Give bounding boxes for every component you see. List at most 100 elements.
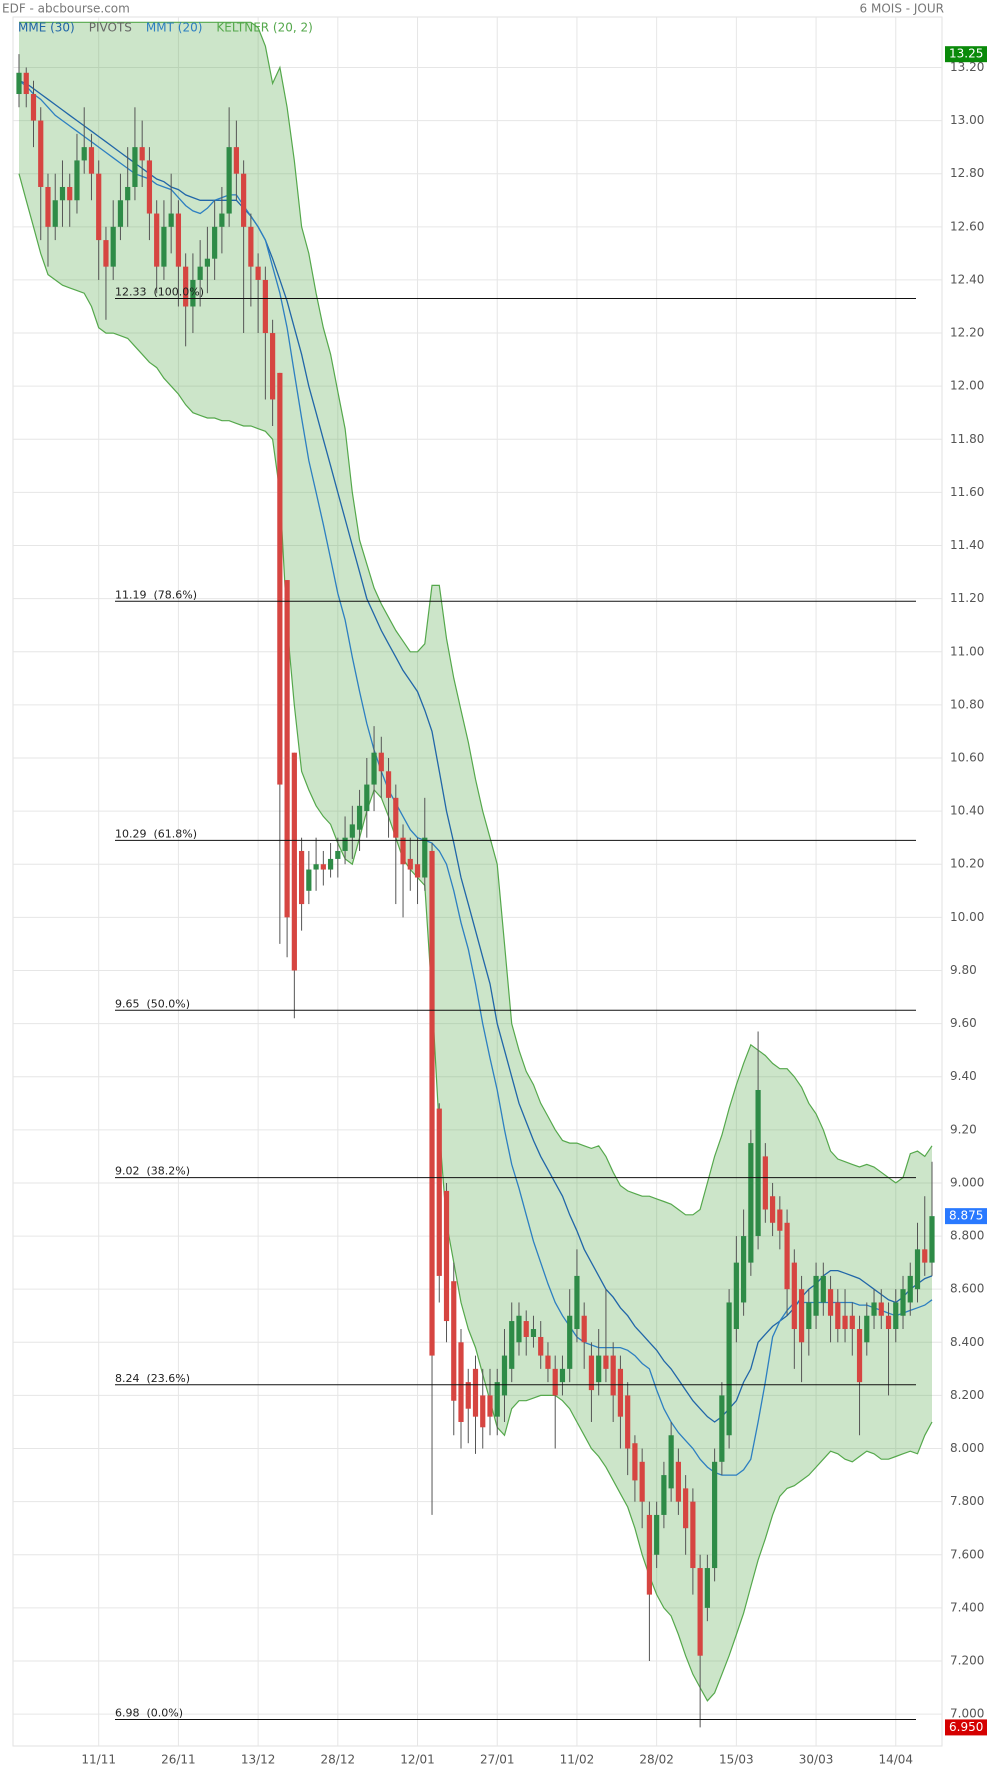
candle-body: [161, 226, 167, 267]
candle-body: [922, 1249, 928, 1263]
candle-body: [798, 1289, 805, 1343]
candle-body: [371, 752, 377, 785]
candle-body: [530, 1329, 537, 1337]
candle-body: [226, 147, 232, 214]
candle-body: [552, 1368, 558, 1396]
candle-body: [422, 837, 428, 878]
candle-body: [59, 186, 66, 201]
candle-body: [501, 1355, 508, 1396]
candle-body: [748, 1143, 754, 1263]
y-tick-label: 8.600: [950, 1282, 984, 1296]
keltner-lower: [18, 173, 933, 1702]
candle-body: [393, 797, 399, 838]
candle-body: [668, 1435, 674, 1489]
y-tick-label: 11.20: [950, 591, 984, 605]
candle-body: [146, 160, 153, 214]
candle-body: [458, 1342, 464, 1422]
candle-body: [270, 333, 276, 400]
y-tick-label: 9.80: [950, 963, 977, 977]
level-label: 11.19 (78.6%): [115, 588, 197, 601]
candle-body: [610, 1355, 616, 1396]
y-tick-label: 12.80: [950, 166, 984, 180]
candle-body: [16, 72, 22, 95]
x-tick-label: 27/01: [480, 1753, 515, 1767]
x-tick-label: 28/02: [639, 1753, 674, 1767]
keltner-upper: [19, 21, 933, 1216]
y-tick-label: 11.80: [950, 432, 984, 446]
y-tick-label: 13.00: [950, 113, 984, 127]
candle-body: [45, 186, 51, 227]
candle-body: [183, 266, 189, 307]
candle-body: [813, 1275, 819, 1316]
plot-area: [12, 16, 943, 1747]
y-tick-label: 7.200: [950, 1654, 984, 1668]
candle-body: [856, 1329, 863, 1383]
candle-body: [567, 1315, 573, 1369]
candle-body: [175, 213, 182, 267]
candle-body: [291, 752, 297, 971]
y-tick-label: 13.20: [950, 60, 984, 74]
period-label: 6 MOIS - JOUR: [860, 2, 944, 16]
candle-body: [820, 1275, 826, 1303]
candle-body: [277, 372, 283, 785]
y-tick-label: 10.80: [950, 697, 984, 711]
candle-body: [96, 173, 102, 241]
y-tick-label: 10.40: [950, 804, 984, 818]
y-tick-label: 7.400: [950, 1600, 984, 1614]
candle-body: [791, 1262, 797, 1330]
candle-body: [385, 771, 392, 798]
legend-entry: MMT (20): [146, 21, 202, 35]
y-tick-label: 12.60: [950, 219, 984, 233]
y-axis: 7.000 7.200 7.400 7.600 7.800 8.000 8.200 8.400…: [81, 46, 987, 1767]
candle-body: [675, 1461, 681, 1502]
candle-body: [588, 1355, 595, 1391]
candle-body: [617, 1368, 624, 1417]
candle-body: [690, 1501, 696, 1569]
candle-body: [827, 1289, 834, 1316]
candle-body: [356, 805, 363, 830]
candle-body: [900, 1289, 906, 1316]
y-tick-label: 10.60: [950, 751, 984, 765]
x-tick-label: 11/02: [560, 1753, 595, 1767]
candle-body: [451, 1281, 457, 1401]
price-tag-label: 8.875: [949, 1209, 983, 1223]
candle-body: [835, 1302, 841, 1330]
legend-entry: PIVOTS: [89, 21, 132, 35]
candle-body: [487, 1395, 493, 1417]
candle-body: [581, 1315, 587, 1343]
candle-body: [407, 858, 413, 870]
x-tick-label: 13/12: [241, 1753, 276, 1767]
candle-body: [154, 213, 160, 267]
legend: MME (30) PIVOTS MMT (20) KELTNER (20, 2): [18, 21, 313, 35]
candle-body: [712, 1461, 718, 1569]
candle-body: [88, 147, 95, 174]
candle-body: [719, 1395, 725, 1462]
level-label: 9.02 (38.2%): [115, 1165, 190, 1178]
y-tick-label: 9.60: [950, 1016, 977, 1030]
price-tag: [945, 1208, 987, 1225]
candle-body: [241, 173, 247, 227]
candle-body: [313, 864, 319, 870]
legend-entry: KELTNER (20, 2): [216, 21, 312, 35]
y-tick-label: 8.800: [950, 1229, 984, 1243]
y-tick-label: 11.00: [950, 644, 984, 658]
candle-body: [849, 1315, 855, 1330]
candle-body: [806, 1302, 812, 1330]
candle-body: [516, 1315, 522, 1343]
candle-body: [632, 1443, 638, 1481]
candle-body: [733, 1262, 739, 1330]
candle-body: [204, 258, 210, 267]
candle-body: [929, 1216, 935, 1263]
candle-body: [342, 837, 348, 851]
candle-body: [538, 1336, 544, 1356]
candle-body: [704, 1568, 710, 1608]
candle-body: [327, 858, 334, 870]
candle-body: [762, 1156, 768, 1210]
candle-body: [103, 240, 109, 267]
candle-body: [298, 850, 305, 905]
candle-body: [523, 1321, 529, 1337]
candle-body: [320, 864, 326, 870]
candle-body: [81, 147, 87, 161]
x-tick-label: 28/12: [321, 1753, 356, 1767]
candle-body: [871, 1302, 877, 1316]
